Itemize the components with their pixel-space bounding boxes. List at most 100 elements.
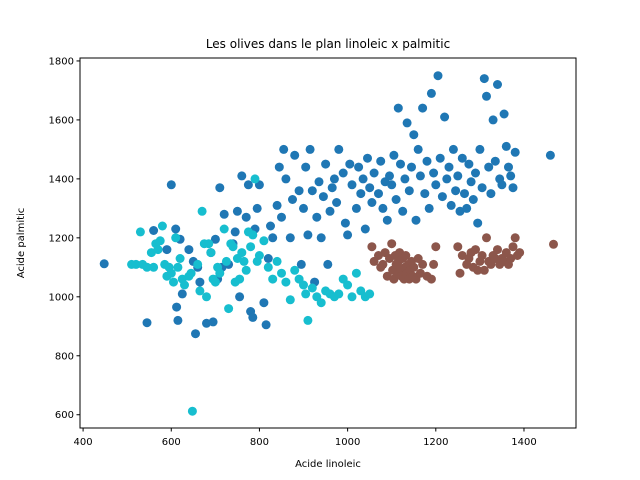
data-point	[471, 168, 480, 178]
data-point	[515, 248, 525, 258]
data-point	[215, 268, 225, 278]
x-tick-label: 800	[250, 437, 269, 448]
y-tick-label: 800	[55, 351, 74, 362]
data-point	[307, 186, 317, 196]
data-point	[166, 180, 176, 190]
data-point	[239, 256, 249, 266]
data-point	[466, 177, 476, 187]
data-point	[343, 230, 353, 240]
y-tick-label: 1800	[49, 56, 74, 67]
data-point	[365, 183, 375, 193]
data-point	[171, 233, 181, 243]
data-point	[415, 171, 425, 181]
data-point	[351, 268, 361, 278]
data-point	[409, 130, 419, 140]
data-point	[248, 230, 258, 240]
data-point	[99, 259, 109, 269]
points-layer	[99, 71, 558, 416]
data-point	[208, 317, 218, 327]
data-point	[301, 162, 311, 172]
data-point	[418, 259, 428, 269]
data-point	[488, 115, 498, 125]
data-point	[237, 171, 247, 181]
data-point	[398, 206, 408, 216]
data-point	[259, 236, 269, 246]
data-point	[259, 298, 269, 308]
x-tick-label: 600	[162, 437, 181, 448]
data-point	[131, 259, 141, 269]
data-point	[506, 254, 516, 263]
data-point	[184, 245, 194, 255]
data-point	[316, 233, 326, 243]
data-point	[422, 156, 432, 166]
data-point	[365, 289, 375, 299]
data-point	[426, 88, 436, 98]
data-point	[351, 203, 361, 213]
data-point	[455, 268, 465, 278]
data-point	[482, 91, 491, 101]
data-point	[433, 71, 443, 81]
data-point	[157, 221, 167, 231]
data-point	[187, 406, 197, 416]
data-point	[281, 277, 291, 287]
data-point	[254, 251, 264, 260]
data-point	[237, 248, 247, 258]
data-point	[263, 254, 273, 263]
data-point	[197, 206, 207, 216]
data-point	[347, 180, 357, 190]
data-point	[385, 171, 394, 181]
data-point	[332, 198, 342, 207]
data-point	[314, 177, 324, 187]
data-point	[360, 224, 370, 234]
data-point	[215, 183, 225, 193]
data-point	[426, 274, 436, 284]
data-point	[268, 233, 278, 243]
data-point	[506, 171, 516, 181]
data-point	[367, 198, 377, 207]
data-point	[142, 262, 152, 272]
data-point	[210, 277, 220, 287]
data-point	[172, 302, 182, 312]
data-point	[418, 103, 428, 113]
data-point	[453, 242, 463, 252]
data-point	[318, 192, 328, 202]
data-point	[191, 329, 200, 339]
data-point	[285, 233, 295, 243]
data-point	[162, 245, 172, 255]
data-point	[387, 180, 397, 190]
data-point	[401, 251, 411, 260]
data-point	[340, 218, 350, 228]
data-point	[235, 274, 245, 284]
data-point	[307, 283, 317, 293]
data-point	[477, 251, 487, 260]
data-point	[387, 239, 397, 249]
data-point	[294, 186, 304, 196]
data-point	[363, 153, 372, 163]
data-point	[241, 265, 251, 275]
data-point	[248, 312, 258, 322]
data-point	[290, 265, 300, 275]
data-point	[358, 174, 368, 184]
data-point	[468, 195, 478, 204]
data-point	[299, 280, 308, 290]
data-point	[186, 268, 196, 278]
data-point	[281, 174, 291, 184]
data-point	[374, 189, 383, 199]
data-point	[457, 153, 467, 163]
data-point	[549, 239, 558, 249]
y-tick-label: 600	[55, 410, 74, 421]
data-point	[460, 189, 469, 199]
data-point	[446, 200, 456, 210]
data-point	[413, 144, 423, 154]
data-point	[177, 289, 187, 299]
y-tick-label: 1200	[49, 233, 74, 244]
data-point	[435, 153, 445, 163]
data-point	[475, 144, 485, 154]
data-point	[274, 162, 284, 172]
data-point	[202, 292, 211, 302]
data-point	[493, 80, 502, 89]
data-point	[501, 141, 511, 151]
data-point	[508, 242, 518, 252]
data-point	[437, 192, 447, 202]
